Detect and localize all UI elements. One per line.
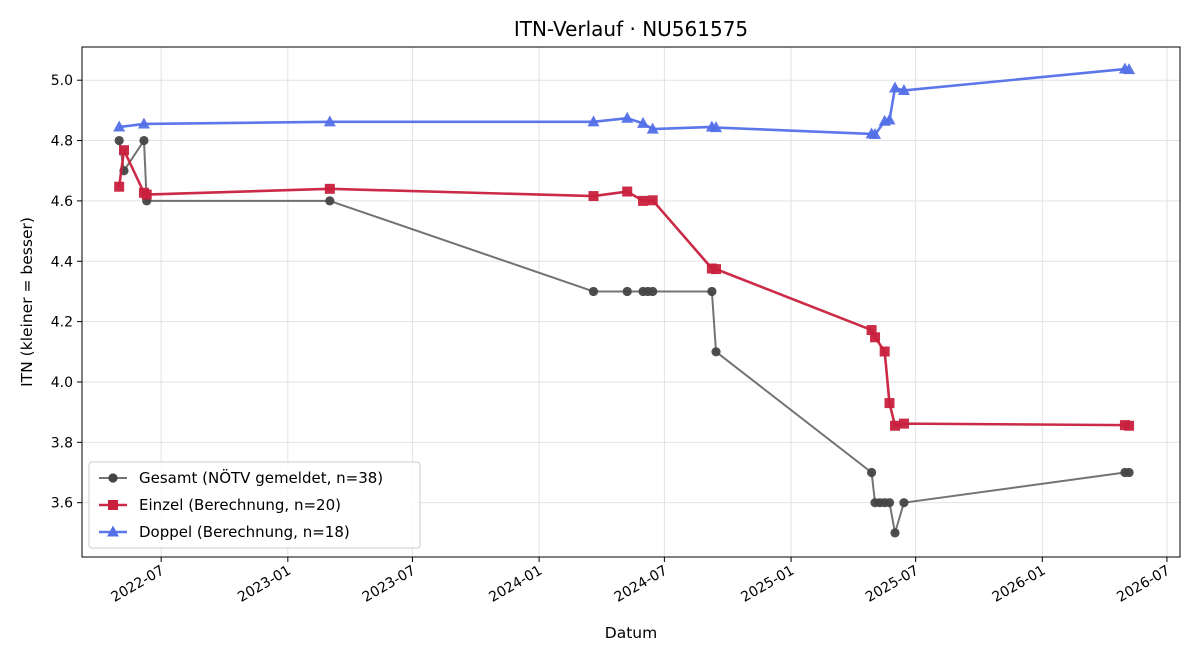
data-point-gesamt — [884, 498, 895, 508]
series-layer — [113, 62, 1136, 538]
data-point-einzel — [118, 145, 129, 156]
data-point-doppel — [883, 113, 896, 125]
data-point-einzel — [884, 398, 895, 409]
data-point-doppel — [587, 115, 600, 127]
data-point-einzel — [898, 418, 909, 429]
data-point-gesamt — [890, 528, 900, 538]
chart-title: ITN-Verlauf · NU561575 — [514, 17, 748, 41]
legend-item-einzel: Einzel (Berechnung, n=20) — [99, 496, 341, 514]
legend-item-gesamt: Gesamt (NÖTV gemeldet, n=38) — [99, 468, 383, 487]
series-einzel — [114, 145, 1135, 431]
legend-label: Einzel (Berechnung, n=20) — [139, 496, 341, 514]
data-point-doppel — [1123, 63, 1136, 75]
y-tick-label: 5.0 — [51, 73, 73, 89]
data-point-einzel — [638, 195, 649, 206]
data-point-gesamt — [114, 135, 124, 146]
legend-swatch-marker — [108, 473, 118, 483]
data-point-einzel — [711, 264, 722, 275]
data-point-gesamt — [866, 467, 877, 478]
data-point-einzel — [890, 420, 901, 431]
legend-item-doppel: Doppel (Berechnung, n=18) — [99, 523, 350, 541]
legend-swatch-marker — [107, 525, 119, 537]
data-point-gesamt — [711, 347, 721, 357]
legend-label: Doppel (Berechnung, n=18) — [139, 523, 350, 541]
data-point-gesamt — [325, 196, 335, 206]
y-tick-label: 4.2 — [51, 315, 73, 331]
data-point-doppel — [637, 116, 650, 128]
data-point-gesamt — [588, 286, 599, 297]
data-point-doppel — [710, 121, 723, 133]
y-tick-label: 4.8 — [51, 134, 73, 150]
data-point-einzel — [1124, 420, 1135, 431]
y-tick-label: 3.8 — [51, 435, 73, 451]
y-tick-label: 4.6 — [51, 194, 73, 210]
data-point-doppel — [137, 117, 150, 129]
data-point-einzel — [114, 181, 125, 192]
data-point-doppel — [113, 120, 126, 132]
data-point-einzel — [324, 183, 335, 194]
data-point-doppel — [889, 81, 902, 93]
series-gesamt — [114, 135, 1134, 538]
data-point-gesamt — [899, 498, 909, 508]
y-tick-label: 3.6 — [51, 496, 73, 512]
data-point-gesamt — [1124, 467, 1134, 478]
y-tick-label: 4.4 — [51, 254, 73, 270]
data-point-gesamt — [139, 135, 149, 146]
legend-label: Gesamt (NÖTV gemeldet, n=38) — [139, 468, 383, 487]
legend-box — [88, 461, 421, 549]
data-point-einzel — [141, 189, 152, 200]
data-point-doppel — [646, 122, 659, 134]
data-point-doppel — [869, 128, 882, 140]
y-axis-title: ITN (kleiner = besser) — [18, 217, 36, 387]
data-point-doppel — [621, 111, 634, 123]
x-axis-title: Datum — [605, 624, 657, 642]
data-point-einzel — [647, 195, 658, 206]
data-point-gesamt — [707, 286, 717, 297]
legend: Gesamt (NÖTV gemeldet, n=38) Einzel (Bere… — [88, 461, 421, 549]
data-point-einzel — [588, 191, 599, 202]
data-point-einzel — [622, 186, 633, 197]
plot-frame — [81, 46, 1181, 558]
data-point-einzel — [870, 332, 881, 343]
data-point-einzel — [866, 325, 877, 336]
data-point-einzel — [879, 346, 890, 357]
y-tick-label: 4.0 — [51, 375, 73, 391]
series-doppel — [113, 62, 1136, 140]
data-point-gesamt — [648, 286, 658, 297]
data-point-doppel — [897, 83, 910, 95]
data-point-doppel — [323, 115, 336, 127]
data-point-gesamt — [622, 286, 632, 297]
legend-swatch-marker — [108, 500, 118, 510]
